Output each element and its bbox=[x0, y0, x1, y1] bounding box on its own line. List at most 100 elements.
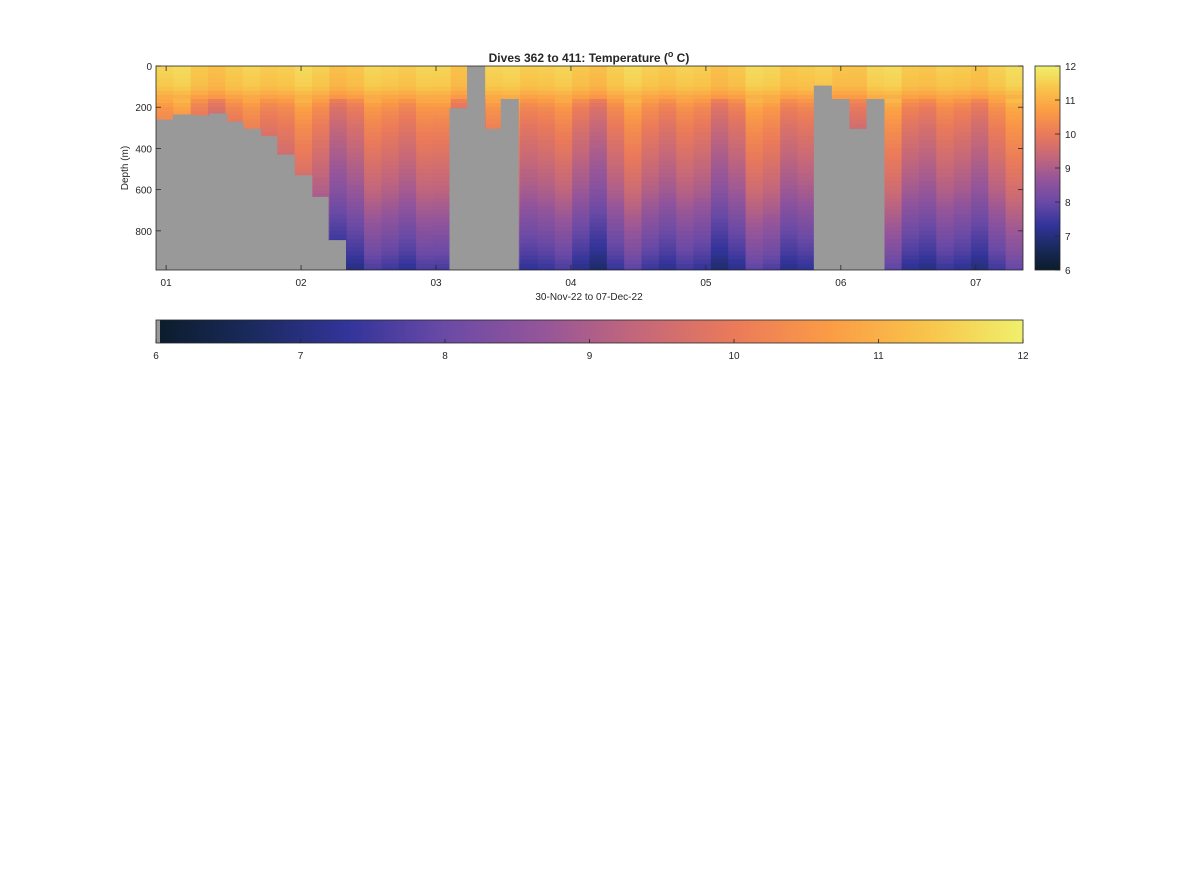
heatmap-cell bbox=[554, 140, 573, 145]
heatmap-cell bbox=[260, 90, 278, 96]
heatmap-cell bbox=[762, 131, 781, 137]
heatmap-cell bbox=[364, 94, 383, 100]
colorbar-tick-label: 8 bbox=[442, 351, 448, 362]
heatmap-cell bbox=[658, 115, 677, 121]
heatmap-cell bbox=[953, 255, 972, 261]
heatmap-cell bbox=[953, 259, 972, 265]
heatmap-cell bbox=[606, 94, 625, 100]
heatmap-cell bbox=[1005, 136, 1023, 141]
heatmap-cell bbox=[450, 82, 469, 88]
heatmap-cell bbox=[970, 218, 989, 224]
heatmap-cell bbox=[918, 251, 937, 257]
heatmap-cell bbox=[624, 181, 643, 187]
heatmap-cell bbox=[988, 164, 1007, 170]
heatmap-cell bbox=[849, 94, 868, 100]
heatmap-cell bbox=[572, 90, 591, 96]
heatmap-cell bbox=[918, 86, 937, 92]
heatmap-cell bbox=[936, 214, 955, 220]
heatmap-cell bbox=[416, 230, 435, 236]
heatmap-cell bbox=[572, 173, 591, 178]
heatmap-cell bbox=[312, 177, 330, 182]
heatmap-cell bbox=[780, 255, 799, 261]
heatmap-cell bbox=[658, 210, 677, 215]
heatmap-cell bbox=[624, 263, 643, 269]
heatmap-cell bbox=[728, 189, 747, 195]
heatmap-cell bbox=[780, 202, 799, 207]
heatmap-cell bbox=[260, 115, 278, 121]
heatmap-cell bbox=[537, 218, 556, 224]
heatmap-cell bbox=[312, 111, 330, 117]
heatmap-cell bbox=[381, 66, 400, 71]
heatmap-cell bbox=[208, 90, 226, 96]
heatmap-cell bbox=[346, 86, 365, 92]
heatmap-cell bbox=[884, 181, 903, 187]
heatmap-cell bbox=[606, 263, 625, 269]
heatmap-cell bbox=[537, 197, 556, 203]
heatmap-cell bbox=[329, 74, 348, 79]
heatmap-cell bbox=[225, 94, 244, 100]
heatmap-cell bbox=[554, 115, 573, 121]
heatmap-cell bbox=[589, 259, 608, 265]
heatmap-cell bbox=[554, 230, 573, 236]
heatmap-cell bbox=[884, 173, 903, 178]
heatmap-cell bbox=[277, 127, 296, 133]
heatmap-cell bbox=[797, 74, 816, 79]
heatmap-cell bbox=[797, 123, 816, 129]
heatmap-cell bbox=[970, 226, 989, 232]
heatmap-cell bbox=[641, 185, 660, 191]
heatmap-cell bbox=[346, 90, 365, 96]
heatmap-cell bbox=[520, 177, 539, 182]
heatmap-cell bbox=[398, 259, 417, 265]
heatmap-cell bbox=[381, 197, 400, 203]
heatmap-cell bbox=[745, 206, 764, 211]
heatmap-cell bbox=[641, 263, 660, 269]
heatmap-cell bbox=[936, 66, 955, 71]
heatmap-cell bbox=[364, 173, 383, 178]
heatmap-cell bbox=[676, 173, 695, 178]
heatmap-cell bbox=[970, 119, 989, 125]
heatmap-cell bbox=[728, 185, 747, 191]
heatmap-cell bbox=[381, 164, 400, 170]
heatmap-cell bbox=[936, 234, 955, 240]
heatmap-cell bbox=[849, 70, 868, 75]
heatmap-cell bbox=[936, 251, 955, 257]
heatmap-cell bbox=[589, 173, 608, 178]
heatmap-cell bbox=[450, 86, 469, 92]
heatmap-cell bbox=[936, 111, 955, 117]
heatmap-cell bbox=[936, 218, 955, 224]
heatmap-cell bbox=[745, 164, 764, 170]
heatmap-cell bbox=[572, 243, 591, 248]
heatmap-cell bbox=[658, 156, 677, 162]
heatmap-cell bbox=[901, 218, 920, 224]
heatmap-cell bbox=[624, 94, 643, 100]
heatmap-cell bbox=[554, 251, 573, 257]
heatmap-cell bbox=[918, 160, 937, 166]
heatmap-cell bbox=[606, 177, 625, 182]
heatmap-cell bbox=[554, 210, 573, 215]
heatmap-cell bbox=[918, 66, 937, 71]
heatmap-cell bbox=[988, 66, 1007, 71]
heatmap-cell bbox=[953, 115, 972, 121]
heatmap-cell bbox=[797, 140, 816, 145]
heatmap-cell bbox=[381, 210, 400, 215]
heatmap-cell bbox=[728, 181, 747, 187]
heatmap-cell bbox=[208, 66, 226, 71]
heatmap-cell bbox=[710, 226, 729, 232]
heatmap-cell bbox=[1005, 82, 1023, 88]
heatmap-cell bbox=[710, 115, 729, 121]
heatmap-cell bbox=[797, 148, 816, 154]
heatmap-cell bbox=[398, 210, 417, 215]
heatmap-cell bbox=[572, 111, 591, 117]
heatmap-cell bbox=[416, 66, 435, 71]
x-tick-label: 01 bbox=[161, 278, 173, 289]
heatmap-cell bbox=[676, 255, 695, 261]
heatmap-cell bbox=[485, 119, 504, 125]
heatmap-cell bbox=[1005, 74, 1023, 79]
heatmap-cell bbox=[624, 189, 643, 195]
heatmap-cell bbox=[641, 94, 660, 100]
heatmap-cell bbox=[190, 70, 209, 75]
heatmap-cell bbox=[918, 156, 937, 162]
heatmap-cell bbox=[762, 214, 781, 220]
heatmap-cell bbox=[936, 263, 955, 269]
heatmap-cell bbox=[658, 255, 677, 261]
